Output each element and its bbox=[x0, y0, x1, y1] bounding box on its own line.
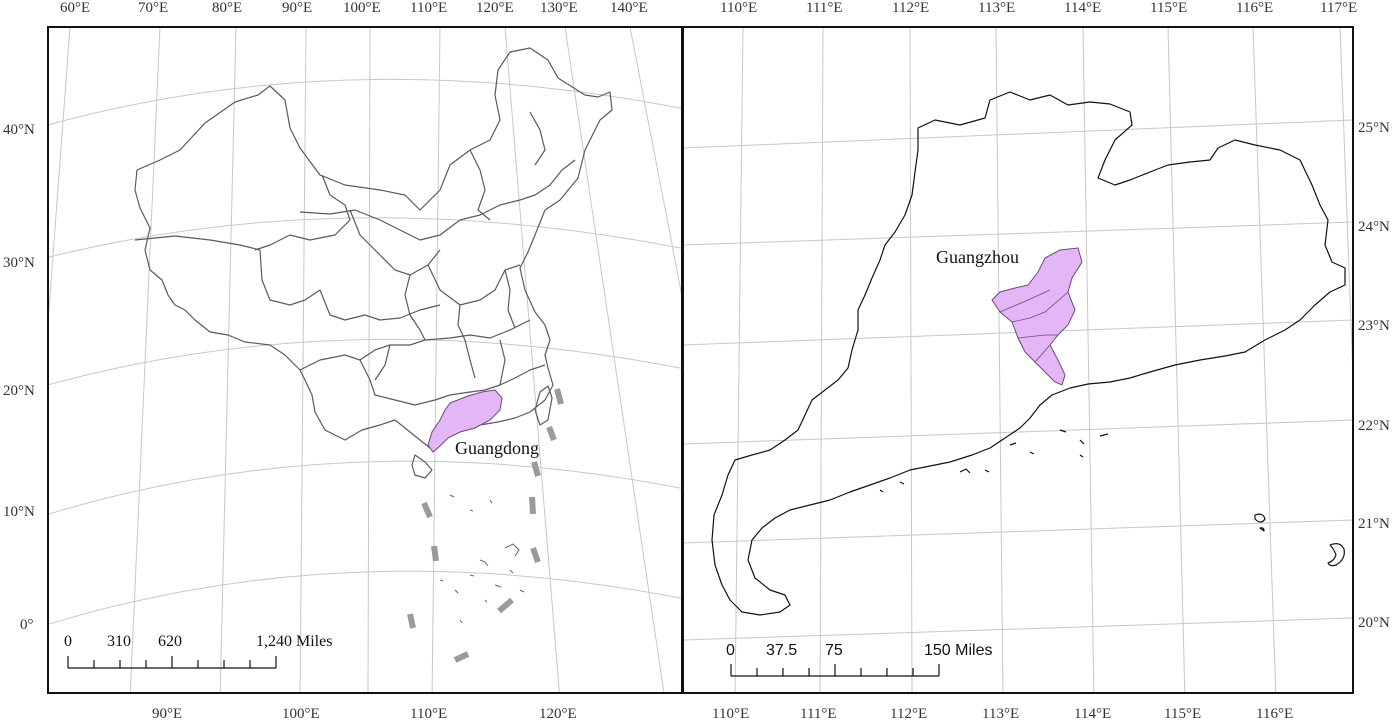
lat-label: 25°N bbox=[1358, 120, 1390, 136]
nine-dash-line bbox=[407, 388, 564, 663]
lon-label: 117°E bbox=[1320, 0, 1357, 16]
lon-label: 116°E bbox=[1256, 706, 1293, 722]
south-sea-islands bbox=[439, 494, 525, 624]
left-map-frame bbox=[47, 26, 683, 694]
left-scale-labels: 0 310 620 1,240 Miles bbox=[64, 633, 332, 650]
lon-label: 90°E bbox=[282, 0, 312, 16]
right-scale-bar bbox=[730, 664, 940, 677]
lon-label: 60°E bbox=[60, 0, 90, 16]
right-bottom-lon-labels: 110°E 111°E 112°E 113°E 114°E 115°E 116°… bbox=[712, 706, 1293, 722]
lon-label: 115°E bbox=[1164, 706, 1201, 722]
left-top-lon-labels: 60°E 70°E 80°E 90°E 100°E 110°E 120°E 13… bbox=[60, 0, 648, 16]
guangdong-label: Guangdong bbox=[455, 438, 539, 458]
left-graticule bbox=[48, 27, 682, 693]
lon-label: 113°E bbox=[978, 0, 1015, 16]
lat-label: 10°N bbox=[3, 504, 35, 520]
lon-label: 120°E bbox=[539, 706, 577, 722]
lon-label: 110°E bbox=[410, 0, 447, 16]
left-bottom-lon-labels: 90°E 100°E 110°E 120°E bbox=[152, 706, 577, 722]
right-graticule bbox=[683, 27, 1353, 693]
lon-label: 100°E bbox=[282, 706, 320, 722]
scale-label: 620 bbox=[158, 633, 182, 650]
scale-label: 150 Miles bbox=[924, 642, 992, 659]
china-outline bbox=[134, 47, 613, 479]
lon-label: 120°E bbox=[476, 0, 514, 16]
lat-label: 24°N bbox=[1358, 219, 1390, 235]
guangzhou-region bbox=[991, 247, 1083, 386]
left-scale-bar bbox=[67, 656, 277, 669]
lon-label: 113°E bbox=[982, 706, 1019, 722]
lon-label: 114°E bbox=[1074, 706, 1111, 722]
scale-label: 0 bbox=[64, 633, 72, 650]
lon-label: 116°E bbox=[1236, 0, 1273, 16]
left-lat-labels: 40°N 30°N 20°N 10°N 0° bbox=[3, 122, 35, 633]
lat-label: 30°N bbox=[3, 255, 35, 271]
scale-label: 1,240 Miles bbox=[256, 633, 332, 650]
lon-label: 110°E bbox=[712, 706, 749, 722]
guangdong-outline bbox=[711, 91, 1346, 616]
lon-label: 111°E bbox=[806, 0, 843, 16]
guangdong-region bbox=[427, 389, 503, 453]
guangzhou-label: Guangzhou bbox=[936, 247, 1019, 267]
lat-label: 23°N bbox=[1358, 318, 1390, 334]
scale-label: 310 bbox=[107, 633, 131, 650]
scale-label: 75 bbox=[825, 642, 843, 659]
scale-label: 0 bbox=[726, 642, 735, 659]
lon-label: 90°E bbox=[152, 706, 182, 722]
lat-label: 20°N bbox=[1358, 615, 1390, 631]
scale-label: 37.5 bbox=[766, 642, 797, 659]
lat-label: 0° bbox=[20, 617, 34, 633]
lon-label: 70°E bbox=[138, 0, 168, 16]
lon-label: 114°E bbox=[1064, 0, 1101, 16]
right-lat-labels: 25°N 24°N 23°N 22°N 21°N 20°N bbox=[1358, 120, 1390, 631]
lon-label: 115°E bbox=[1150, 0, 1187, 16]
lon-label: 130°E bbox=[540, 0, 578, 16]
lon-label: 111°E bbox=[800, 706, 837, 722]
lat-label: 22°N bbox=[1358, 418, 1390, 434]
right-scale-labels: 0 37.5 75 150 Miles bbox=[726, 642, 992, 659]
lon-label: 112°E bbox=[892, 0, 929, 16]
lon-label: 110°E bbox=[410, 706, 447, 722]
lon-label: 80°E bbox=[212, 0, 242, 16]
lon-label: 110°E bbox=[720, 0, 757, 16]
right-map-frame bbox=[682, 26, 1354, 694]
lon-label: 140°E bbox=[610, 0, 648, 16]
right-top-lon-labels: 110°E 111°E 112°E 113°E 114°E 115°E 116°… bbox=[720, 0, 1357, 16]
lat-label: 40°N bbox=[3, 122, 35, 138]
lon-label: 112°E bbox=[890, 706, 927, 722]
lon-label: 100°E bbox=[343, 0, 381, 16]
lat-label: 21°N bbox=[1358, 516, 1390, 532]
lat-label: 20°N bbox=[3, 383, 35, 399]
